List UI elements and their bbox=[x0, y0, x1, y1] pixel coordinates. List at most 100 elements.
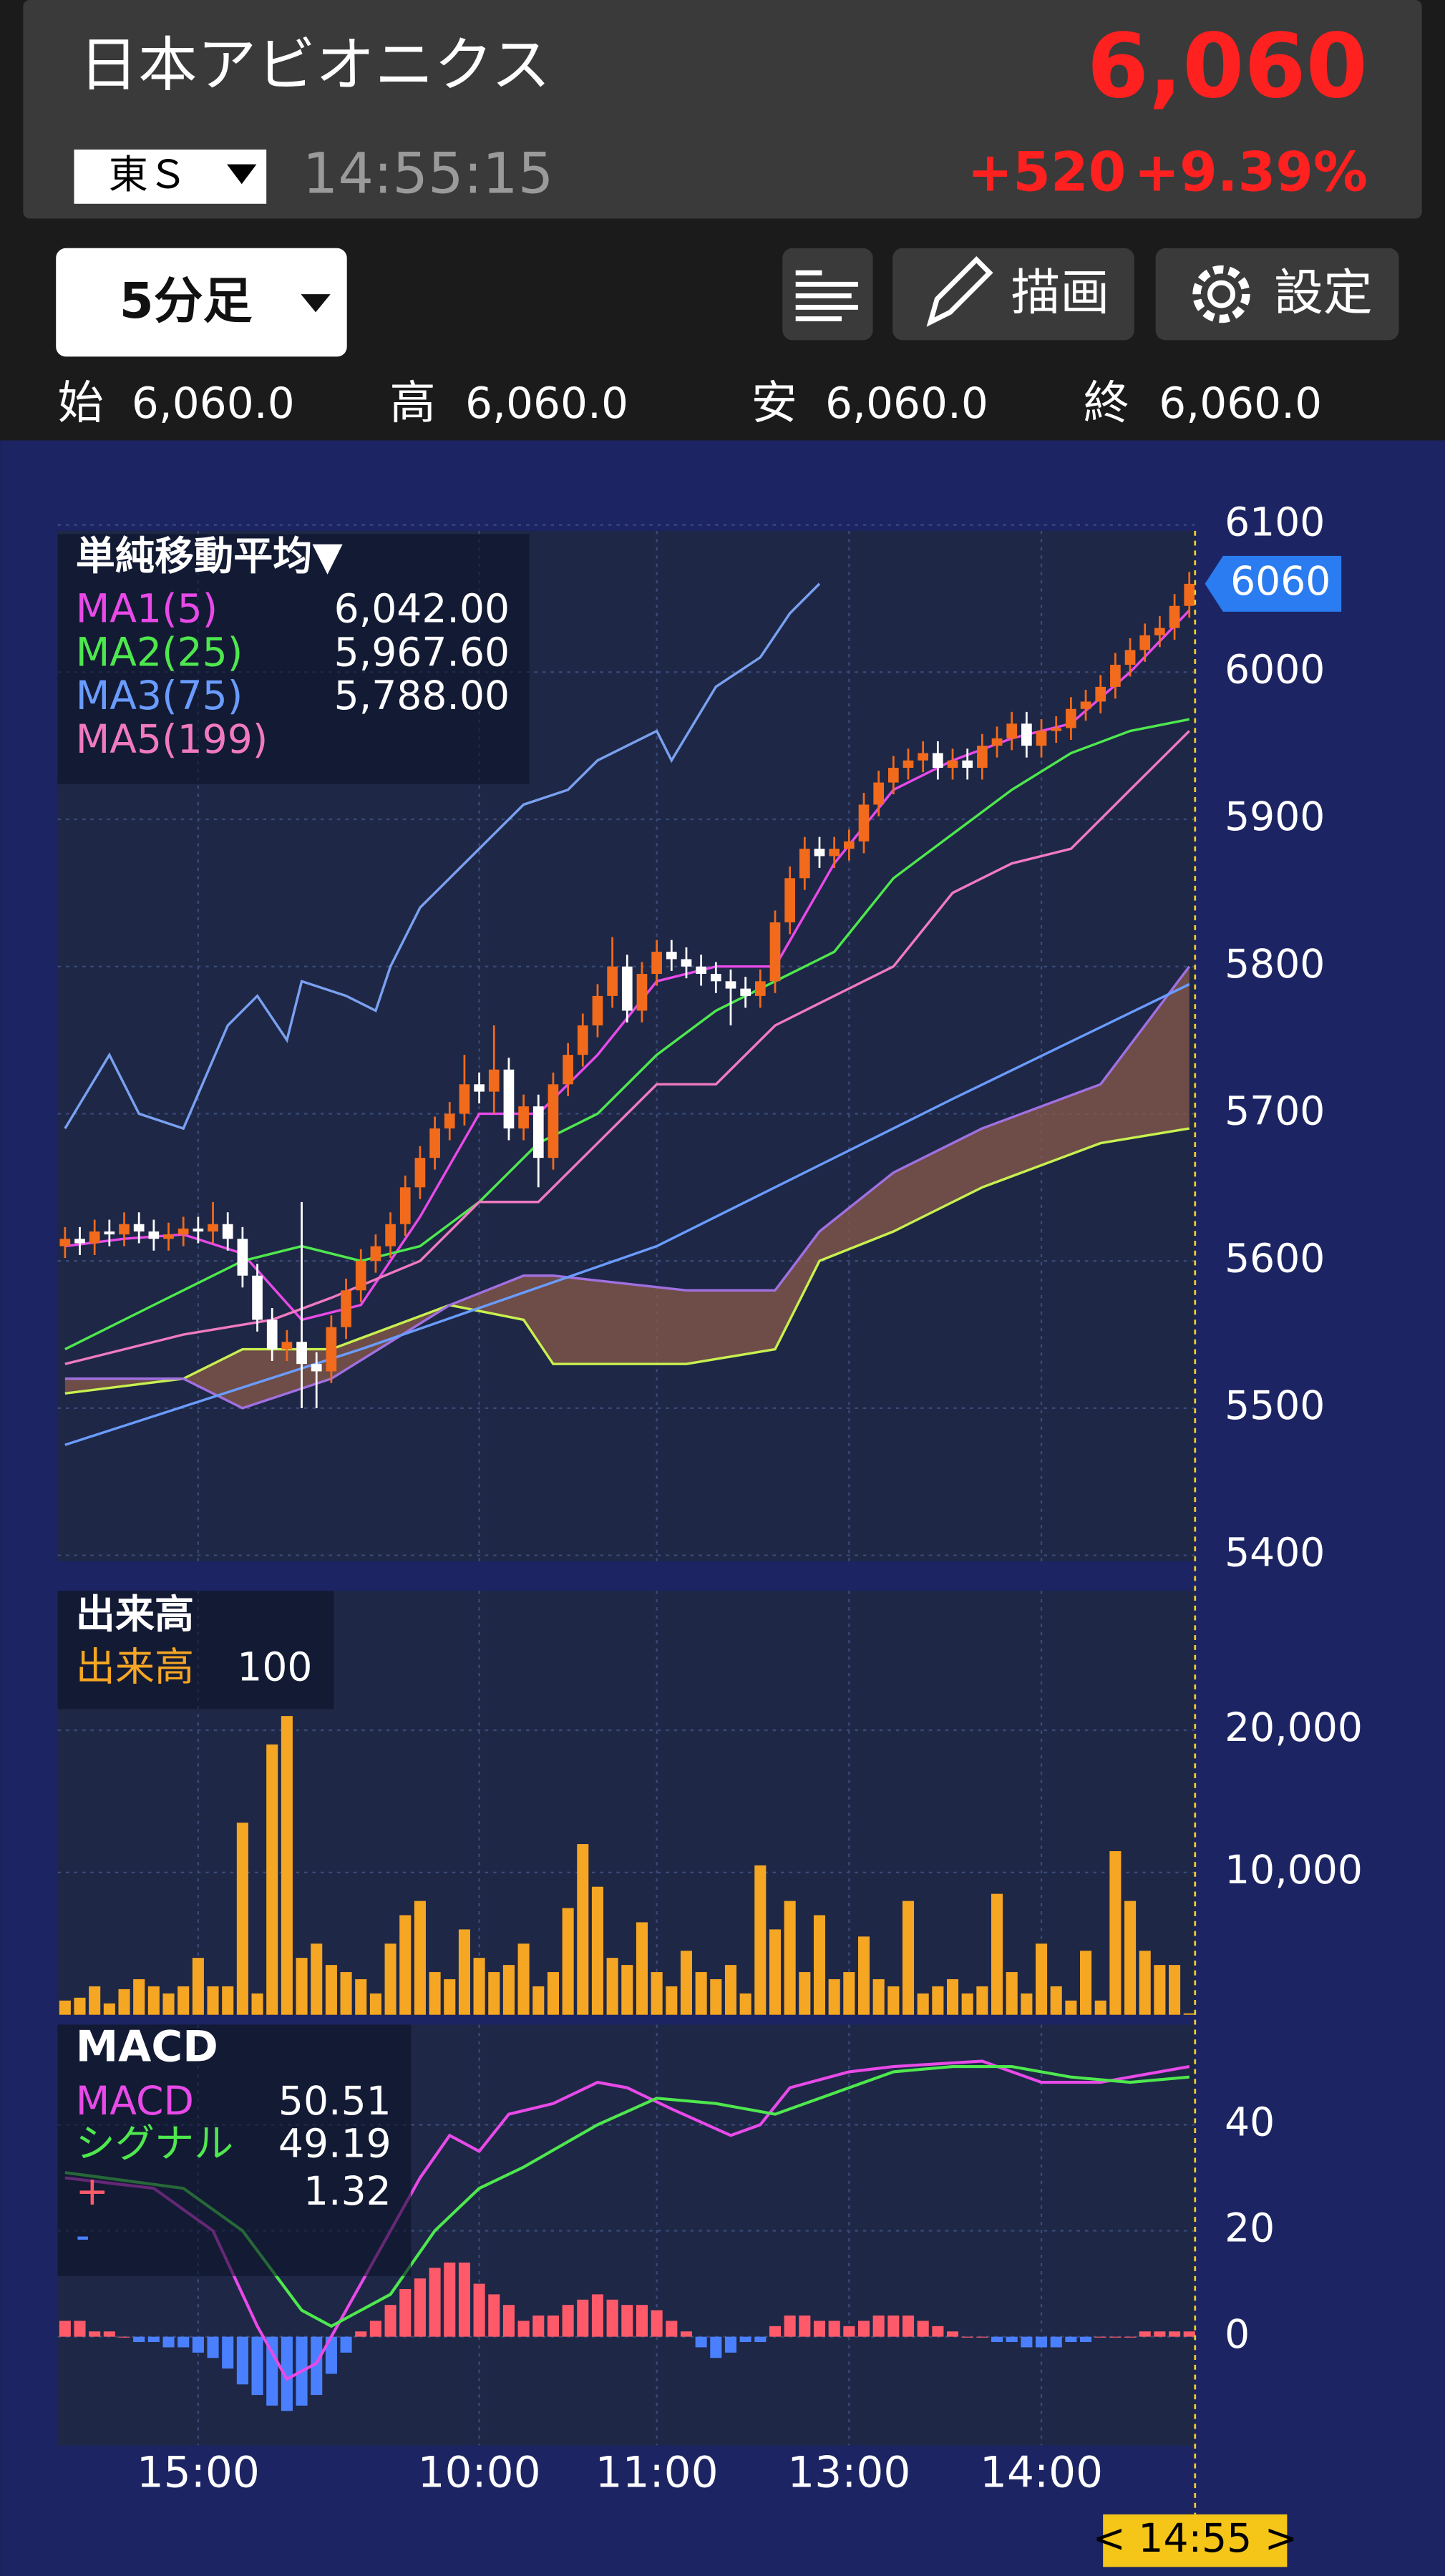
histogram-bar bbox=[857, 2321, 870, 2337]
candle-body bbox=[814, 849, 825, 857]
histogram-bar bbox=[192, 2336, 204, 2353]
legend-value: 50.51 bbox=[278, 2078, 391, 2124]
price-change-pct: +9.39% bbox=[1134, 141, 1368, 204]
market: 東Ｓ bbox=[109, 152, 188, 197]
y-tick-label: 40 bbox=[1225, 2099, 1275, 2145]
volume-bar bbox=[666, 1986, 678, 2015]
candle-body bbox=[474, 1084, 485, 1092]
histogram-bar bbox=[1036, 2336, 1048, 2348]
ma-line bbox=[64, 982, 1190, 1446]
candle-body bbox=[577, 1025, 588, 1055]
candle-body bbox=[1036, 731, 1047, 746]
volume-bar bbox=[89, 1986, 101, 2015]
volume-bar bbox=[192, 1958, 204, 2015]
candle-body bbox=[163, 1234, 174, 1239]
histogram-bar bbox=[784, 2315, 796, 2337]
candle-body bbox=[754, 981, 766, 996]
settings-label: 設定 bbox=[1274, 264, 1373, 321]
volume-bar bbox=[355, 1979, 367, 2015]
candle-body bbox=[651, 952, 662, 975]
ohlc-label: 安 bbox=[751, 376, 797, 430]
histogram-bar bbox=[887, 2315, 900, 2337]
candle-body bbox=[784, 878, 796, 923]
list-icon bbox=[795, 270, 858, 321]
candle-body bbox=[902, 760, 914, 769]
histogram-bar bbox=[532, 2315, 545, 2337]
volume-bar bbox=[695, 1972, 707, 2015]
histogram-bar bbox=[695, 2336, 707, 2348]
candle-body bbox=[681, 959, 692, 967]
candle-body bbox=[1066, 708, 1076, 728]
candle-body bbox=[918, 753, 929, 761]
histogram-bar bbox=[680, 2331, 693, 2337]
candle-body bbox=[843, 841, 855, 849]
candle-body bbox=[193, 1228, 204, 1232]
histogram-bar bbox=[355, 2331, 367, 2337]
volume-bar bbox=[577, 1844, 589, 2015]
volume-bar bbox=[843, 1972, 855, 2015]
last-price-label: 6060 bbox=[1230, 558, 1330, 604]
volume-bar bbox=[502, 1965, 515, 2015]
legend-title: 出来高 bbox=[76, 1591, 194, 1637]
volume-bar bbox=[517, 1943, 530, 2015]
histogram-bar bbox=[577, 2299, 589, 2337]
volume-bar bbox=[429, 1972, 441, 2015]
histogram-bar bbox=[991, 2336, 1003, 2343]
volume-bar bbox=[636, 1922, 648, 2015]
histogram-bar bbox=[1021, 2336, 1033, 2348]
candle-body bbox=[1154, 628, 1165, 635]
market-selector[interactable] bbox=[74, 149, 267, 204]
histogram-bar bbox=[562, 2305, 574, 2337]
histogram-bar bbox=[74, 2321, 86, 2337]
candle-body bbox=[370, 1246, 381, 1262]
pencil-icon bbox=[926, 255, 993, 327]
volume-bar bbox=[961, 1993, 973, 2015]
interval-button[interactable] bbox=[56, 248, 347, 357]
volume-bar bbox=[177, 1986, 190, 2015]
histogram-bar bbox=[1124, 2336, 1137, 2338]
histogram-bar bbox=[828, 2321, 840, 2337]
legend-box bbox=[57, 1591, 334, 1709]
histogram-bar bbox=[59, 2321, 71, 2337]
histogram-bar bbox=[636, 2305, 648, 2337]
stock-name: 日本アビオニクス bbox=[79, 31, 550, 99]
volume-bar bbox=[236, 1823, 248, 2015]
ohlc-label: 高 bbox=[389, 376, 435, 430]
cloud-span bbox=[64, 1127, 1190, 1395]
legend-name: - bbox=[76, 2212, 90, 2258]
histogram-bar bbox=[399, 2288, 412, 2337]
lagging-line bbox=[64, 582, 821, 1131]
x-tick-label: 11:00 bbox=[595, 2448, 719, 2497]
candle-body bbox=[1021, 723, 1032, 746]
candle-body bbox=[296, 1342, 307, 1365]
candle-body bbox=[148, 1231, 160, 1239]
histogram-bar bbox=[340, 2336, 352, 2353]
x-tick-label: 15:00 bbox=[137, 2448, 260, 2497]
legend-value: 1.32 bbox=[303, 2168, 391, 2214]
volume-bar bbox=[207, 1986, 219, 2015]
histogram-bar bbox=[666, 2321, 678, 2337]
histogram-bar bbox=[118, 2336, 130, 2338]
draw-button[interactable] bbox=[892, 248, 1134, 341]
candle-body bbox=[252, 1275, 263, 1320]
volume-bar bbox=[399, 1915, 412, 2015]
histogram-bar bbox=[502, 2305, 515, 2337]
legend-name: MA1(5) bbox=[76, 585, 218, 631]
volume-bar bbox=[458, 1929, 470, 2015]
candle-body bbox=[933, 753, 943, 769]
histogram-bar bbox=[281, 2336, 293, 2411]
volume-bar bbox=[222, 1986, 234, 2015]
histogram-bar bbox=[1080, 2336, 1092, 2343]
volume-bar bbox=[813, 1915, 826, 2015]
histogram-bar bbox=[369, 2321, 381, 2337]
candle-body bbox=[104, 1231, 115, 1235]
volume-bar bbox=[828, 1979, 840, 2015]
candle-body bbox=[399, 1187, 411, 1224]
candle-body bbox=[266, 1319, 278, 1350]
histogram-bar bbox=[325, 2336, 337, 2374]
candle-body bbox=[947, 760, 958, 769]
ohlc-value: 6,060.0 bbox=[1159, 379, 1322, 429]
histogram-bar bbox=[976, 2336, 988, 2338]
